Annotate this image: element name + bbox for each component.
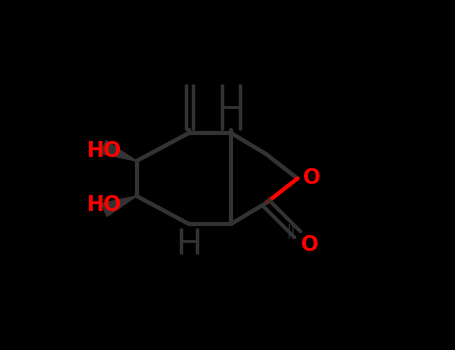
Polygon shape (101, 196, 136, 216)
Text: HO: HO (86, 195, 121, 215)
Text: ||: || (287, 224, 296, 238)
Text: O: O (303, 168, 320, 189)
Text: O: O (301, 235, 318, 255)
Text: HO: HO (86, 140, 121, 161)
Polygon shape (101, 141, 136, 161)
